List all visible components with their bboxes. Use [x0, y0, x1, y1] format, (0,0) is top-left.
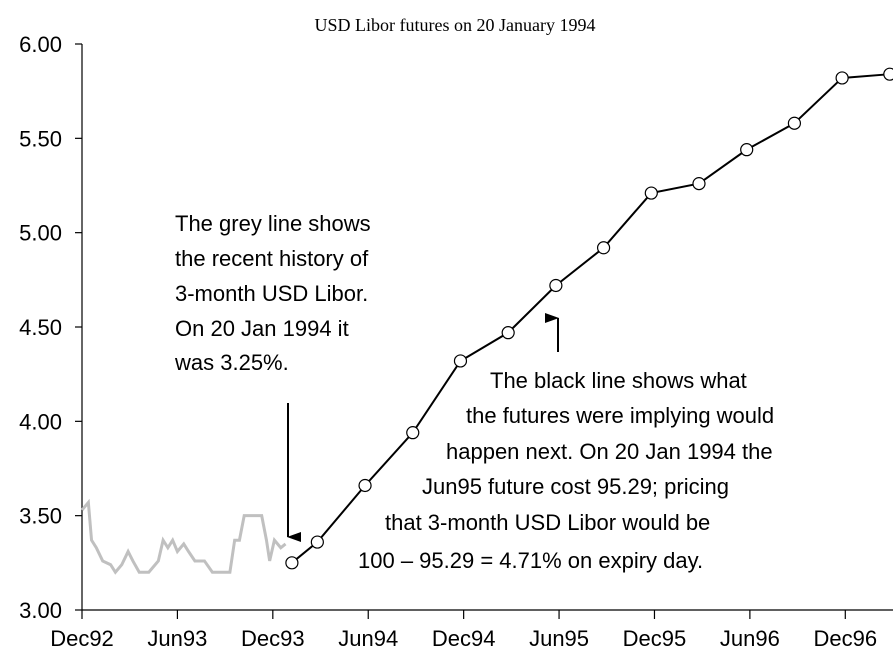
- x-tick-label: Dec94: [432, 626, 496, 651]
- annotation: 100 – 95.29 = 4.71% on expiry day.: [358, 548, 703, 573]
- point: [644, 186, 658, 200]
- point: [285, 556, 299, 570]
- annotation: Jun95 future cost 95.29; pricing: [422, 474, 729, 499]
- y-tick-label: 5.50: [19, 126, 62, 151]
- y-tick-label: 3.50: [19, 504, 62, 529]
- y-tick-label: 6.00: [19, 32, 62, 57]
- x-tick-label: Jun93: [147, 626, 207, 651]
- x-tick-label: Jun95: [529, 626, 589, 651]
- point: [883, 67, 893, 81]
- chart-title: USD Libor futures on 20 January 1994: [315, 15, 596, 35]
- y-tick-label: 4.50: [19, 315, 62, 340]
- point: [358, 478, 372, 493]
- point: [835, 71, 849, 85]
- point: [692, 177, 706, 191]
- point: [501, 326, 515, 340]
- annotation: the futures were implying would: [466, 403, 774, 428]
- x-tick-label: Jun94: [338, 626, 398, 651]
- point: [406, 426, 420, 440]
- point: [310, 535, 324, 549]
- annotation: was 3.25%.: [174, 350, 289, 375]
- series-line: [291, 73, 890, 564]
- point: [549, 278, 563, 293]
- annotation: happen next. On 20 Jan 1994 the: [446, 439, 773, 464]
- x-tick-label: Dec93: [241, 626, 305, 651]
- annotation: On 20 Jan 1994 it: [175, 316, 349, 341]
- annotation: that 3-month USD Libor would be: [385, 510, 710, 535]
- point: [453, 354, 468, 368]
- series-line: [80, 498, 287, 575]
- x-tick-label: Dec96: [813, 626, 877, 651]
- annotation: 3-month USD Libor.: [175, 281, 368, 306]
- annotation: the recent history of: [175, 246, 369, 271]
- y-tick-label: 5.00: [19, 221, 62, 246]
- point: [787, 116, 802, 130]
- x-tick-label: Dec95: [623, 626, 687, 651]
- y-tick-label: 3.00: [19, 598, 62, 623]
- y-tick-label: 4.00: [19, 409, 62, 434]
- point: [596, 241, 611, 255]
- annotation: The black line shows what: [490, 368, 747, 393]
- annotation: The grey line shows: [175, 211, 371, 236]
- x-tick-label: Dec92: [50, 626, 114, 651]
- x-tick-label: Jun96: [720, 626, 780, 651]
- point: [740, 143, 754, 157]
